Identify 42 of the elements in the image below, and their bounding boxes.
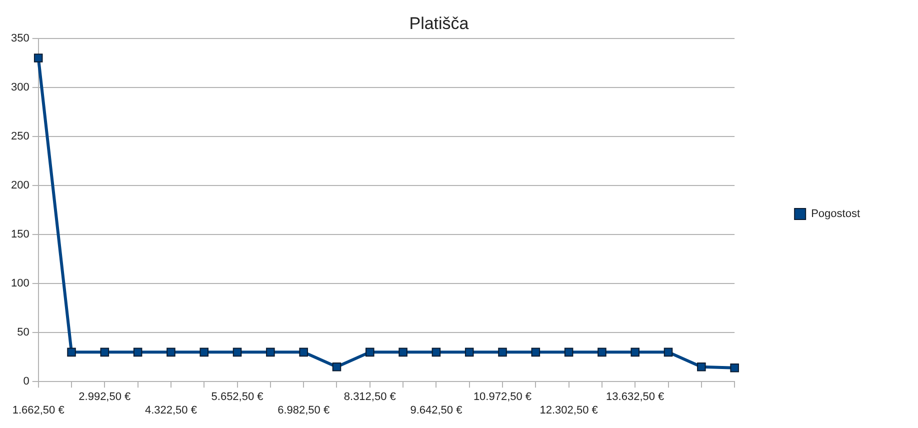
- x-tick-label: 8.312,50 €: [344, 391, 396, 404]
- chart-title: Platišča: [409, 14, 470, 33]
- point: [100, 348, 110, 357]
- point: [332, 362, 342, 372]
- x-tick-label: 9.642,50 €: [410, 404, 462, 416]
- point: [299, 348, 308, 357]
- y-tick-label: 200: [10, 180, 30, 192]
- y-tick-label: 0: [23, 376, 30, 388]
- point: [564, 348, 574, 357]
- point: [531, 348, 540, 357]
- x-tick-label: 6.982,50 €: [278, 404, 330, 416]
- point: [34, 54, 43, 62]
- point: [630, 348, 640, 357]
- point: [697, 362, 706, 372]
- legend-label: Pogostost: [811, 208, 860, 220]
- y-tick-label: 350: [10, 32, 30, 44]
- y-tick-label: 150: [10, 228, 30, 241]
- y-tick-label: 100: [10, 278, 30, 290]
- point: [266, 348, 275, 357]
- point: [730, 363, 739, 372]
- x-tick-label: 10.972,50 €: [473, 391, 532, 404]
- point: [464, 348, 474, 357]
- point: [67, 348, 76, 357]
- point: [232, 348, 242, 357]
- point: [664, 348, 673, 357]
- point: [200, 348, 209, 357]
- point: [366, 348, 374, 357]
- point: [432, 348, 441, 357]
- point: [398, 348, 408, 357]
- y-tick-label: 300: [10, 81, 30, 94]
- point: [598, 348, 606, 357]
- y-tick-label: 50: [17, 326, 30, 339]
- x-tick-label: 13.632,50 €: [606, 391, 664, 404]
- y-tick-label: 250: [10, 130, 30, 142]
- x-tick-label: 12.302,50 €: [540, 404, 598, 416]
- x-tick-label: 1.662,50 €: [12, 404, 64, 416]
- point: [498, 348, 507, 357]
- x-tick-label: 4.322,50 €: [144, 404, 197, 416]
- point: [133, 348, 142, 357]
- x-tick-label: 5.652,50 €: [211, 391, 264, 404]
- x-tick-label: 2.992,50 €: [78, 391, 131, 404]
- point: [166, 348, 176, 357]
